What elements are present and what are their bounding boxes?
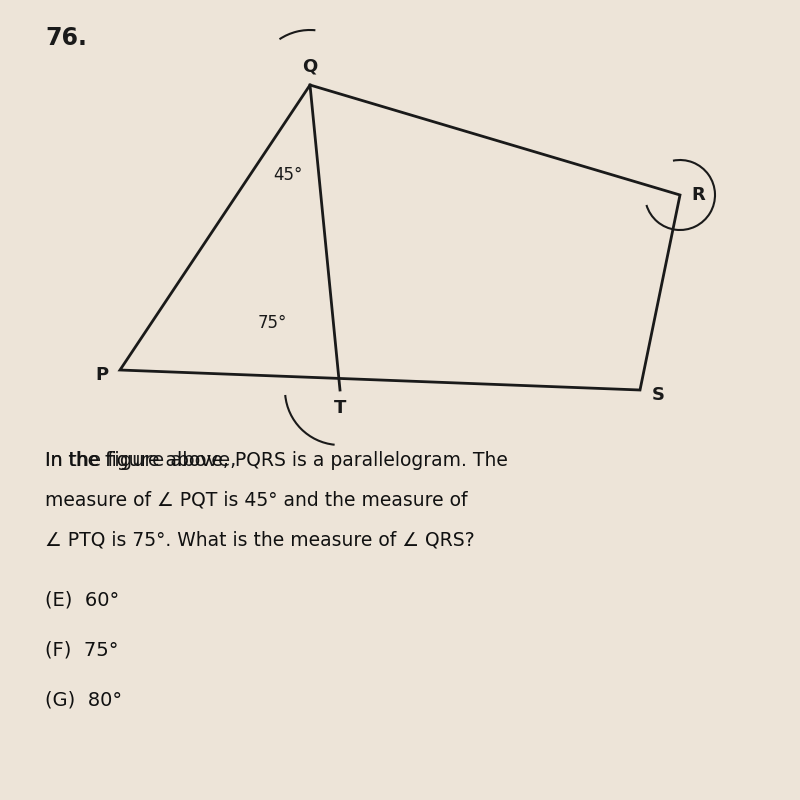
Text: 45°: 45° bbox=[273, 166, 302, 184]
Text: (E)  60°: (E) 60° bbox=[45, 590, 119, 610]
Text: measure of ∠ PQT is 45° and the measure of: measure of ∠ PQT is 45° and the measure … bbox=[45, 490, 467, 510]
Text: 75°: 75° bbox=[258, 314, 287, 332]
Text: In the figure above,: In the figure above, bbox=[45, 450, 242, 470]
Text: In the figure above, PQRS is a parallelogram. The: In the figure above, PQRS is a parallelo… bbox=[45, 450, 508, 470]
Text: ∠ PTQ is 75°. What is the measure of ∠ QRS?: ∠ PTQ is 75°. What is the measure of ∠ Q… bbox=[45, 530, 474, 550]
Text: Q: Q bbox=[302, 58, 318, 76]
Text: 76.: 76. bbox=[45, 26, 87, 50]
Text: P: P bbox=[95, 366, 109, 384]
Text: (G)  80°: (G) 80° bbox=[45, 690, 122, 710]
Text: S: S bbox=[651, 386, 665, 404]
Text: (F)  75°: (F) 75° bbox=[45, 641, 118, 659]
Text: T: T bbox=[334, 399, 346, 417]
Text: R: R bbox=[691, 186, 705, 204]
